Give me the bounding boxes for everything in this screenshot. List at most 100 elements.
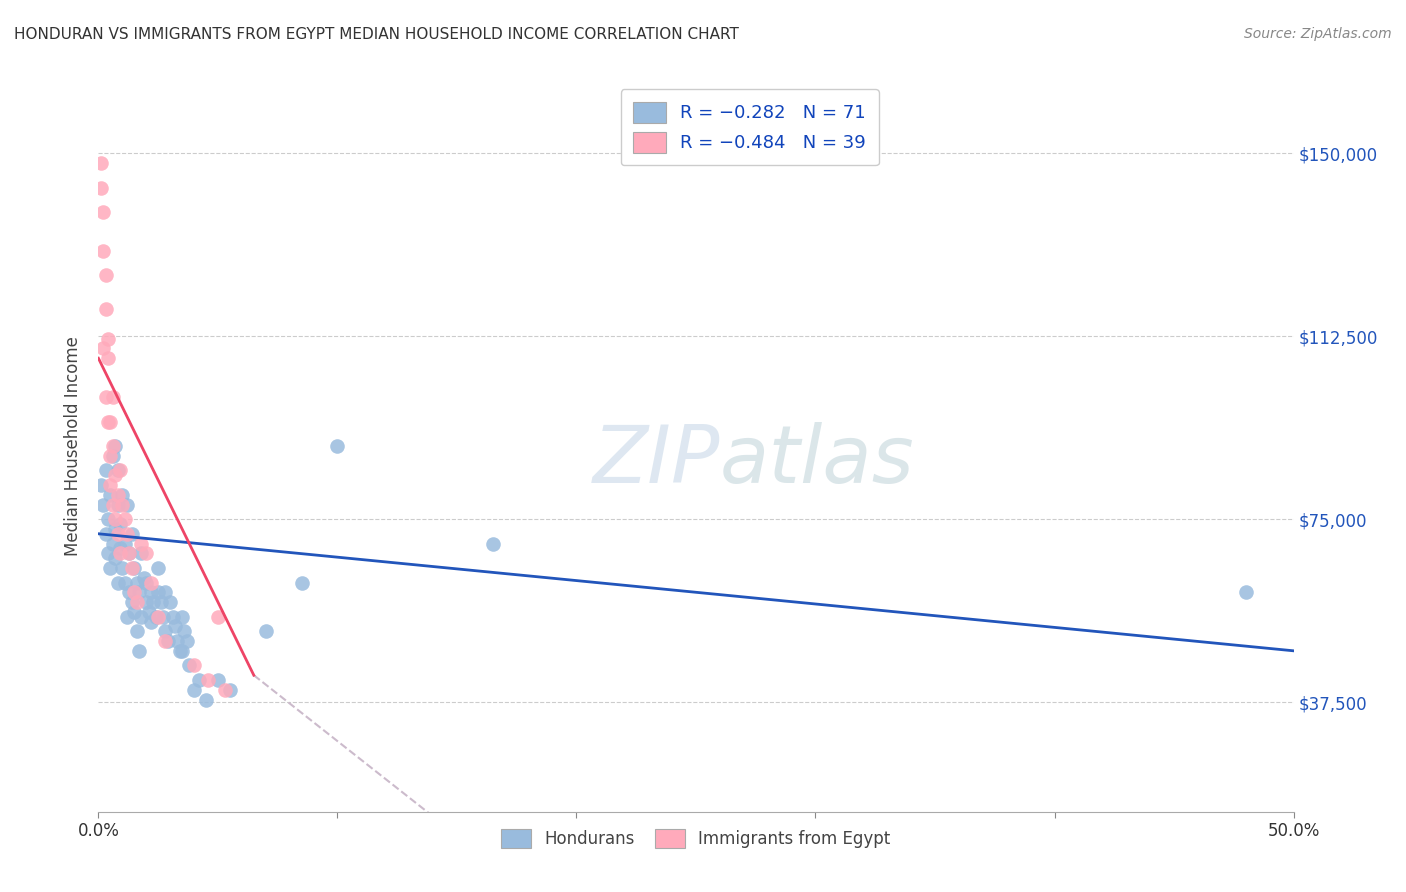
Point	[98, 561, 122, 575]
Point	[107, 488, 129, 502]
Point	[90, 478, 112, 492]
Point	[118, 546, 141, 560]
Point	[97, 332, 120, 346]
Point	[187, 673, 209, 687]
Point	[104, 468, 127, 483]
Point	[115, 498, 138, 512]
Point	[128, 644, 150, 658]
Point	[114, 575, 136, 590]
Point	[97, 415, 120, 429]
Text: atlas: atlas	[720, 422, 915, 500]
Point	[90, 156, 112, 170]
Point	[142, 595, 165, 609]
Point	[149, 595, 172, 609]
Point	[94, 268, 117, 283]
Point	[124, 605, 146, 619]
Point	[107, 575, 129, 590]
Point	[135, 546, 157, 560]
Point	[107, 498, 129, 512]
Point	[115, 609, 138, 624]
Point	[97, 351, 120, 366]
Point	[108, 463, 131, 477]
Point	[124, 585, 146, 599]
Point	[90, 180, 112, 194]
Point	[108, 541, 131, 556]
Point	[254, 624, 277, 639]
Point	[107, 463, 129, 477]
Point	[115, 526, 138, 541]
Point	[172, 609, 194, 624]
Point	[111, 561, 134, 575]
Point	[155, 624, 177, 639]
Point	[101, 439, 124, 453]
Point	[94, 390, 117, 404]
Point	[125, 575, 148, 590]
Point	[207, 673, 229, 687]
Point	[97, 512, 120, 526]
Text: Source: ZipAtlas.com: Source: ZipAtlas.com	[1244, 27, 1392, 41]
Point	[107, 526, 129, 541]
Point	[131, 609, 153, 624]
Point	[176, 634, 198, 648]
Point	[94, 463, 117, 477]
Text: ZIP: ZIP	[592, 422, 720, 500]
Point	[101, 536, 124, 550]
Point	[91, 498, 114, 512]
Point	[163, 619, 186, 633]
Point	[121, 595, 143, 609]
Point	[145, 609, 167, 624]
Point	[139, 615, 162, 629]
Point	[94, 526, 117, 541]
Point	[101, 449, 124, 463]
Point	[101, 498, 124, 512]
Legend: Hondurans, Immigrants from Egypt: Hondurans, Immigrants from Egypt	[495, 822, 897, 855]
Point	[131, 536, 153, 550]
Point	[214, 682, 236, 697]
Point	[135, 575, 157, 590]
Point	[124, 561, 146, 575]
Point	[104, 522, 127, 536]
Point	[172, 644, 194, 658]
Point	[197, 673, 219, 687]
Point	[166, 634, 188, 648]
Point	[91, 244, 114, 258]
Point	[94, 302, 117, 317]
Point	[219, 682, 242, 697]
Point	[139, 585, 162, 599]
Point	[104, 551, 127, 566]
Point	[135, 595, 157, 609]
Point	[148, 585, 170, 599]
Point	[91, 205, 114, 219]
Point	[139, 575, 162, 590]
Point	[1234, 585, 1257, 599]
Point	[155, 585, 177, 599]
Point	[207, 609, 229, 624]
Point	[101, 390, 124, 404]
Point	[152, 609, 174, 624]
Point	[291, 575, 314, 590]
Point	[179, 658, 201, 673]
Point	[155, 634, 177, 648]
Point	[132, 571, 155, 585]
Point	[125, 595, 148, 609]
Point	[121, 526, 143, 541]
Point	[162, 609, 184, 624]
Point	[104, 439, 127, 453]
Y-axis label: Median Household Income: Median Household Income	[65, 336, 83, 556]
Point	[326, 439, 349, 453]
Point	[91, 342, 114, 356]
Point	[156, 634, 179, 648]
Point	[98, 415, 122, 429]
Point	[121, 561, 143, 575]
Point	[138, 605, 160, 619]
Point	[148, 609, 170, 624]
Point	[481, 536, 505, 550]
Point	[108, 516, 131, 531]
Point	[118, 546, 141, 560]
Point	[114, 536, 136, 550]
Point	[183, 682, 205, 697]
Point	[195, 692, 218, 706]
Point	[108, 546, 131, 560]
Point	[97, 546, 120, 560]
Point	[173, 624, 195, 639]
